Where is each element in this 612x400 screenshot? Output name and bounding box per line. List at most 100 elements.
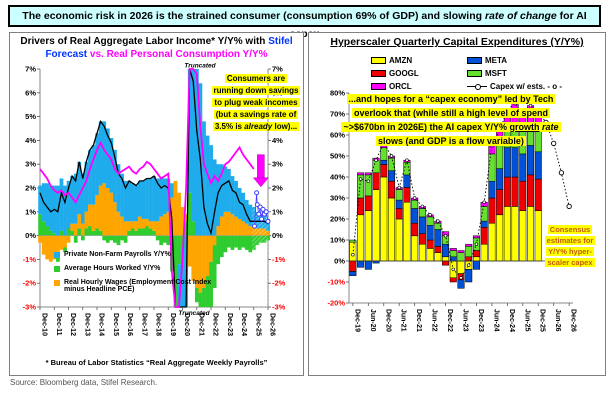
svg-text:4%: 4% <box>25 136 36 145</box>
stifel-forecast-points <box>251 190 271 229</box>
legend-item: GOOGL <box>371 67 419 80</box>
svg-text:5%: 5% <box>25 112 36 121</box>
svg-text:Dec-24: Dec-24 <box>508 309 515 332</box>
left-chart-legend: Private Non-Farm Payrolls Y/Y% Average Ho… <box>54 251 224 300</box>
headline-banner: The economic risk in 2026 is the straine… <box>8 5 601 40</box>
svg-text:Dec-11: Dec-11 <box>55 313 62 336</box>
truncated-label: Truncated <box>178 310 210 317</box>
svg-text:-10%: -10% <box>327 278 345 287</box>
legend-item: META <box>467 54 562 67</box>
labor-income-chart: -3% -3% -2% -2% -1% -1% 0% 0% 1% 1% 2% 2% 3% 3% 4% 4% 5%… <box>10 63 301 363</box>
svg-text:40%: 40% <box>330 173 345 182</box>
svg-text:3%: 3% <box>272 160 283 169</box>
text-segment: rate of change <box>484 10 557 22</box>
legend-item: Real Hourly Wages (Employment Cost Index… <box>54 279 224 293</box>
text-segment: vs. Real Personal Consumption Y/Y% <box>89 48 268 60</box>
legend-swatch <box>54 266 60 272</box>
x-axis-labels: Dec-10 Dec-11 Dec-12 Dec-13 Dec-14 Dec-15 Dec-… <box>39 307 276 336</box>
svg-text:30%: 30% <box>330 194 345 203</box>
x-axis-labels: Dec-19 Jun-20 Dec-20 Jun-21 Dec-21 Jun-22 Dec-… <box>352 303 577 332</box>
legend-item: AMZN <box>371 54 419 67</box>
text-segment: growth <box>509 121 540 132</box>
svg-text:Dec-20: Dec-20 <box>384 309 391 332</box>
svg-text:2%: 2% <box>272 184 283 193</box>
svg-text:Jun-25: Jun-25 <box>523 309 530 332</box>
capex-line-swatch-icon <box>467 83 487 90</box>
svg-text:Jun-21: Jun-21 <box>400 309 407 332</box>
legend-item: MSFT <box>467 67 562 80</box>
consensus-estimates-annotation: Consensus estimates for Y/Y% hyper- scal… <box>539 225 601 269</box>
legend-swatch <box>467 57 482 64</box>
source-line: Source: Bloomberg data, Stifel Research. <box>10 378 158 387</box>
svg-text:7%: 7% <box>272 65 283 74</box>
svg-text:Dec-22: Dec-22 <box>212 313 219 336</box>
legend-label: GOOGL <box>389 69 419 78</box>
svg-text:-2%: -2% <box>272 279 286 288</box>
svg-text:Dec-12: Dec-12 <box>69 313 76 336</box>
svg-text:Dec-24: Dec-24 <box>240 313 247 336</box>
svg-text:-3%: -3% <box>23 303 37 312</box>
legend-label: Capex w/ ests. - o - <box>490 82 563 91</box>
legend-item: Capex w/ ests. - o - <box>467 80 562 93</box>
svg-text:Dec-25: Dec-25 <box>254 313 261 336</box>
svg-text:Jun-22: Jun-22 <box>431 309 438 332</box>
capex-economy-annotation: ...and hopes for a “capex economy” led b… <box>331 93 571 149</box>
svg-text:3%: 3% <box>25 160 36 169</box>
svg-text:Dec-13: Dec-13 <box>83 313 90 336</box>
svg-text:Dec-18: Dec-18 <box>155 313 162 336</box>
svg-text:Jun-20: Jun-20 <box>369 309 376 332</box>
svg-text:7%: 7% <box>25 65 36 74</box>
svg-text:10%: 10% <box>330 236 345 245</box>
svg-text:Dec-21: Dec-21 <box>197 313 204 336</box>
legend-label: MSFT <box>485 69 507 78</box>
text-segment: ...and hopes for a “capex economy” led b… <box>343 94 554 132</box>
svg-text:Jun-23: Jun-23 <box>462 309 469 332</box>
legend-swatch <box>467 70 482 77</box>
legend-label: Private Non-Farm Payrolls Y/Y% <box>64 251 171 258</box>
text-segment: rate <box>542 121 559 132</box>
svg-text:Dec-15: Dec-15 <box>112 313 119 336</box>
svg-text:-2%: -2% <box>23 279 37 288</box>
labor-income-svg: -3% -3% -2% -2% -1% -1% 0% 0% 1% 1% 2% 2% 3% 3% 4% 4% 5%… <box>23 63 286 337</box>
svg-text:Dec-23: Dec-23 <box>226 313 233 336</box>
svg-text:Dec-17: Dec-17 <box>140 313 147 336</box>
text-segment: Stifel <box>268 36 293 47</box>
legend-column: META MSFT Capex w/ ests. - o - <box>467 54 562 93</box>
annotation-text: ...and hopes for a “capex economy” led b… <box>341 94 561 146</box>
axes: -20% -10% 0% 10% 20% 30% 40% 50% 60% 70% 80% <box>327 89 573 308</box>
legend-label: AMZN <box>389 56 413 65</box>
left-chart-footnote: * Bureau of Labor Statistics “Real Aggre… <box>45 358 268 367</box>
legend-item: Private Non-Farm Payrolls Y/Y% <box>54 251 224 258</box>
svg-text:-1%: -1% <box>23 255 37 264</box>
legend-item: ORCL <box>371 80 419 93</box>
legend-label: ORCL <box>389 82 412 91</box>
legend-label: Real Hourly Wages (Employment Cost Index… <box>64 279 212 293</box>
svg-text:2%: 2% <box>25 184 36 193</box>
text-segment: Forecast <box>45 48 88 60</box>
annotation-text: Consumers are running down savings to pl… <box>211 74 301 131</box>
text-segment: slows (and GDP is a flow variable) <box>378 135 524 146</box>
labor-income-panel: Drivers of Real Aggregate Labor Income* … <box>9 32 304 376</box>
legend-swatch <box>371 57 386 64</box>
svg-text:0%: 0% <box>25 231 36 240</box>
svg-text:70%: 70% <box>330 110 345 119</box>
text-segment: Consumers are running down savings to pl… <box>213 74 299 131</box>
svg-text:80%: 80% <box>330 89 345 98</box>
down-arrow-icon <box>252 154 269 188</box>
svg-text:0%: 0% <box>272 231 283 240</box>
legend-label: Average Hours Worked Y/Y% <box>64 265 161 272</box>
svg-text:Jun-24: Jun-24 <box>492 309 499 332</box>
svg-text:4%: 4% <box>272 136 283 145</box>
right-chart-title: Hyperscaler Quarterly Capital Expenditur… <box>330 36 584 48</box>
svg-text:50%: 50% <box>330 152 345 161</box>
text-segment: Drivers of Real Aggregate Labor Income* … <box>20 36 269 47</box>
svg-text:Dec-25: Dec-25 <box>539 309 546 332</box>
svg-text:Dec-21: Dec-21 <box>415 309 422 332</box>
text-segment: The economic risk in 2026 is the straine… <box>22 10 485 22</box>
legend-column: AMZN GOOGL ORCL <box>371 54 419 93</box>
text-segment: already <box>244 122 273 131</box>
svg-text:Dec-26: Dec-26 <box>269 313 276 336</box>
left-chart-title: Drivers of Real Aggregate Labor Income* … <box>12 36 301 61</box>
svg-text:20%: 20% <box>330 215 345 224</box>
